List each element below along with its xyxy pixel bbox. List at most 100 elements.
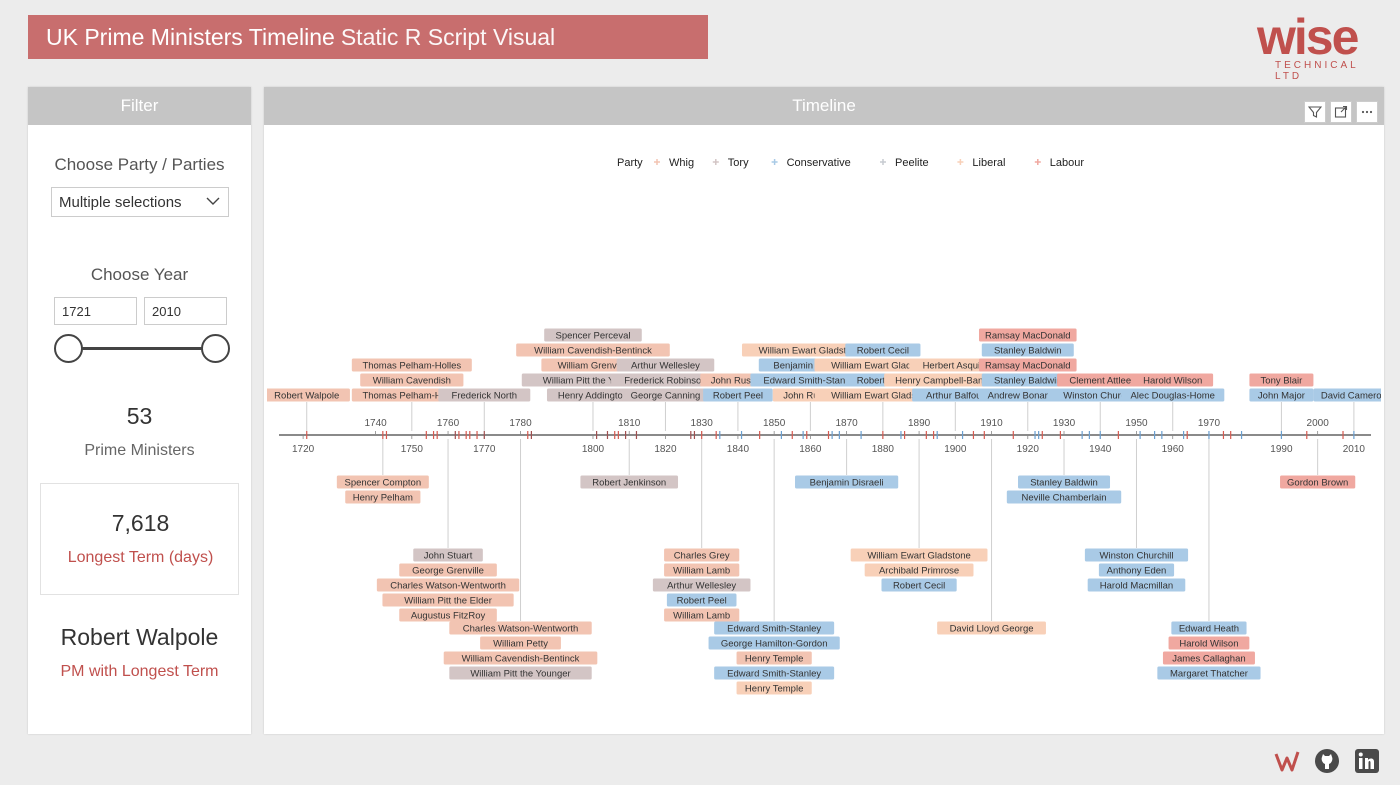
axis-tick-label: 1900 <box>944 444 967 455</box>
pm-label: Stanley Baldwin <box>1030 478 1098 489</box>
pm-label-bg <box>750 373 871 387</box>
slider-handle-start[interactable] <box>54 334 83 363</box>
pm-label: David Cameron <box>1321 391 1381 402</box>
pm-label-bg <box>978 328 1077 342</box>
axis-tick-label: 2000 <box>1307 418 1330 429</box>
pm-label-bg <box>666 593 737 607</box>
pm-label: William Ewart Gladstone <box>831 391 934 402</box>
pm-label: Harold Wilson <box>1179 639 1238 650</box>
year-range-slider[interactable] <box>54 333 230 363</box>
pm-label-bg <box>438 388 531 402</box>
pm-label: Stanley Baldwin <box>994 376 1062 387</box>
pm-label: Arthur Wellesley <box>631 361 700 372</box>
pm-label-bg <box>850 548 988 562</box>
axis-tick-label: 1860 <box>799 444 822 455</box>
pm-label-bg <box>546 388 639 402</box>
pm-label-bg <box>1249 388 1314 402</box>
pm-label: William Pitt the Elder <box>404 596 492 607</box>
axis-tick-label: 1990 <box>1270 444 1293 455</box>
pm-label-bg <box>1280 475 1356 489</box>
pm-label-bg <box>351 358 472 372</box>
pm-label-bg <box>616 358 715 372</box>
pm-label-bg <box>1121 388 1225 402</box>
pm-label: Robert Jenkinson <box>592 478 666 489</box>
pm-label-bg <box>981 373 1074 387</box>
pm-label-bg <box>413 548 483 562</box>
year-end-input[interactable]: 2010 <box>144 297 227 325</box>
pm-label: William Lamb <box>673 611 730 622</box>
pm-label: Spencer Compton <box>345 478 422 489</box>
pm-label: Henry Campbell-Bannerman <box>895 376 1015 387</box>
pm-label: Gordon Brown <box>1287 478 1348 489</box>
legend-item: Labour <box>1050 157 1085 169</box>
pm-label: Frederick North <box>452 391 517 402</box>
pm-label: Stanley Baldwin <box>994 346 1062 357</box>
pm-label-bg <box>703 388 773 402</box>
pm-label: Edward Heath <box>1179 624 1239 635</box>
pm-label-bg <box>1084 548 1189 562</box>
wise-logo: wise TECHNICAL LTD <box>1255 9 1385 82</box>
axis-tick-label: 1820 <box>654 444 677 455</box>
pm-label-bg <box>845 343 921 357</box>
party-dropdown[interactable]: Multiple selections <box>51 187 229 217</box>
pm-label: Winston Churchill <box>1100 551 1174 562</box>
pm-label: Margaret Thatcher <box>1170 669 1248 680</box>
pm-label: Robert Walpole <box>274 391 339 402</box>
pm-label: Arthur Balfour <box>926 391 985 402</box>
pm-label-bg <box>1157 666 1261 680</box>
pm-label-bg <box>909 358 1002 372</box>
year-label: Choose Year <box>90 265 189 284</box>
filter-panel: Filter Choose Party / Parties Multiple s… <box>28 87 251 734</box>
longest-pm-value: Robert Walpole <box>60 624 219 650</box>
wise-logo-icon[interactable] <box>1274 748 1300 774</box>
pm-label-bg <box>937 621 1046 635</box>
axis-tick-label: 2010 <box>1343 444 1366 455</box>
focus-mode-icon[interactable] <box>1330 101 1352 123</box>
pm-label: John Stuart <box>424 551 473 562</box>
pm-label: George Canning <box>631 391 701 402</box>
pm-label: Neville Chamberlain <box>1022 493 1107 504</box>
longest-term-value: 7,618 <box>111 510 170 536</box>
pm-label-bg <box>652 578 751 592</box>
linkedin-icon[interactable] <box>1354 748 1380 774</box>
axis-tick-label: 1850 <box>763 418 786 429</box>
pm-label-bg <box>376 578 520 592</box>
pm-label-bg <box>399 563 497 577</box>
filter-icon[interactable] <box>1304 101 1326 123</box>
pm-label-bg <box>664 563 740 577</box>
pm-label-bg <box>443 651 598 665</box>
axis-tick-label: 1830 <box>691 418 714 429</box>
pm-label: William Cavendish <box>373 376 451 387</box>
pm-label-bg <box>881 578 957 592</box>
pm-label-bg <box>864 563 974 577</box>
pm-label: Benjamin Disraeli <box>773 361 847 372</box>
year-start-input[interactable]: 1721 <box>54 297 137 325</box>
pm-label-bg <box>1018 475 1111 489</box>
github-icon[interactable] <box>1314 748 1340 774</box>
pm-label: Henry Temple <box>745 684 803 695</box>
pm-label: Andrew Bonar Law <box>988 391 1068 402</box>
pm-label: Anthony Eden <box>1107 566 1167 577</box>
party-label: Choose Party / Parties <box>54 155 225 174</box>
pm-label-bg <box>345 490 421 504</box>
axis-tick-label: 1950 <box>1125 418 1148 429</box>
report-title: UK Prime Ministers Timeline Static R Scr… <box>28 15 708 59</box>
pm-label: James Callaghan <box>1172 654 1245 665</box>
pm-label-bg <box>981 343 1074 357</box>
pm-label: Ramsay MacDonald <box>985 331 1071 342</box>
pm-label: George Grenville <box>412 566 484 577</box>
pm-label: Thomas Pelham-Holles <box>362 391 461 402</box>
pm-label-bg <box>741 343 879 357</box>
legend-item: Whig <box>669 157 694 169</box>
footer-icons <box>1274 748 1380 774</box>
wise-logo-subtitle: TECHNICAL LTD <box>1275 60 1359 82</box>
pm-label: Henry Temple <box>745 654 803 665</box>
legend-item: Conservative <box>787 157 851 169</box>
pm-label: Winston Churchill <box>1063 391 1137 402</box>
axis-tick-label: 1770 <box>473 444 496 455</box>
slider-handle-end[interactable] <box>201 334 230 363</box>
more-options-icon[interactable] <box>1356 101 1378 123</box>
axis-tick-label: 1840 <box>727 444 750 455</box>
slider-track <box>68 347 216 350</box>
pm-label-bg <box>544 328 642 342</box>
